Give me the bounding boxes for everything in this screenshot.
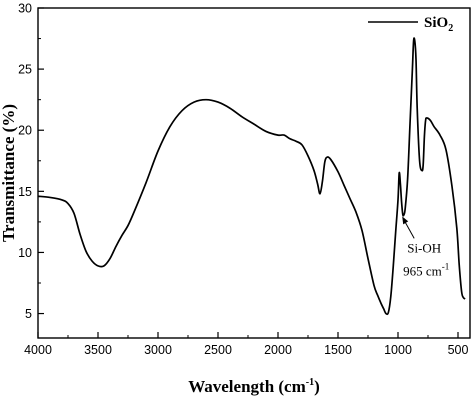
x-tick-label-500: 500 <box>448 343 469 357</box>
y-tick-label-5: 5 <box>25 307 32 321</box>
x-axis-title-sup: -1 <box>306 377 314 388</box>
x-axis-title-main: Wavelength (cm <box>188 377 306 396</box>
legend-label-sub: 2 <box>448 23 453 34</box>
y-tick-label-25: 25 <box>18 63 32 77</box>
x-tick-label-2500: 2500 <box>204 343 232 357</box>
x-axis-title: Wavelength (cm-1) <box>188 377 320 396</box>
x-axis-title-close: ) <box>314 377 320 396</box>
x-tick-label-3000: 3000 <box>144 343 172 357</box>
x-tick-label-3500: 3500 <box>84 343 112 357</box>
tick-labels: 4000 3500 3000 2500 2000 1500 1000 500 5 10 15 20 25… <box>18 2 468 358</box>
annotation-arrowhead <box>402 216 409 225</box>
annotation-label: Si-OH <box>407 240 441 255</box>
annotation-value: 965 cm-1 <box>403 261 449 278</box>
legend: SiO2 <box>368 15 453 34</box>
annotation-value-main: 965 cm <box>403 263 442 278</box>
y-tick-label-10: 10 <box>18 246 32 260</box>
legend-label-main: SiO <box>424 15 448 31</box>
annotation-si-oh: Si-OH 965 cm-1 <box>402 216 449 278</box>
annotation-value-sup: -1 <box>442 261 450 271</box>
annotation-arrow <box>403 220 415 239</box>
tick-marks <box>37 7 459 338</box>
x-tick-label-2000: 2000 <box>264 343 292 357</box>
x-tick-label-4000: 4000 <box>24 343 52 357</box>
y-tick-label-30: 30 <box>18 2 32 16</box>
y-axis-title: Transmittance (%) <box>0 104 18 242</box>
series-line-0 <box>37 37 466 316</box>
x-tick-label-1500: 1500 <box>324 343 352 357</box>
y-tick-label-20: 20 <box>18 124 32 138</box>
series-layer <box>37 37 466 316</box>
legend-label: SiO2 <box>424 15 453 34</box>
plot-frame <box>37 7 471 339</box>
x-tick-label-1000: 1000 <box>384 343 412 357</box>
y-tick-label-15: 15 <box>18 185 32 199</box>
